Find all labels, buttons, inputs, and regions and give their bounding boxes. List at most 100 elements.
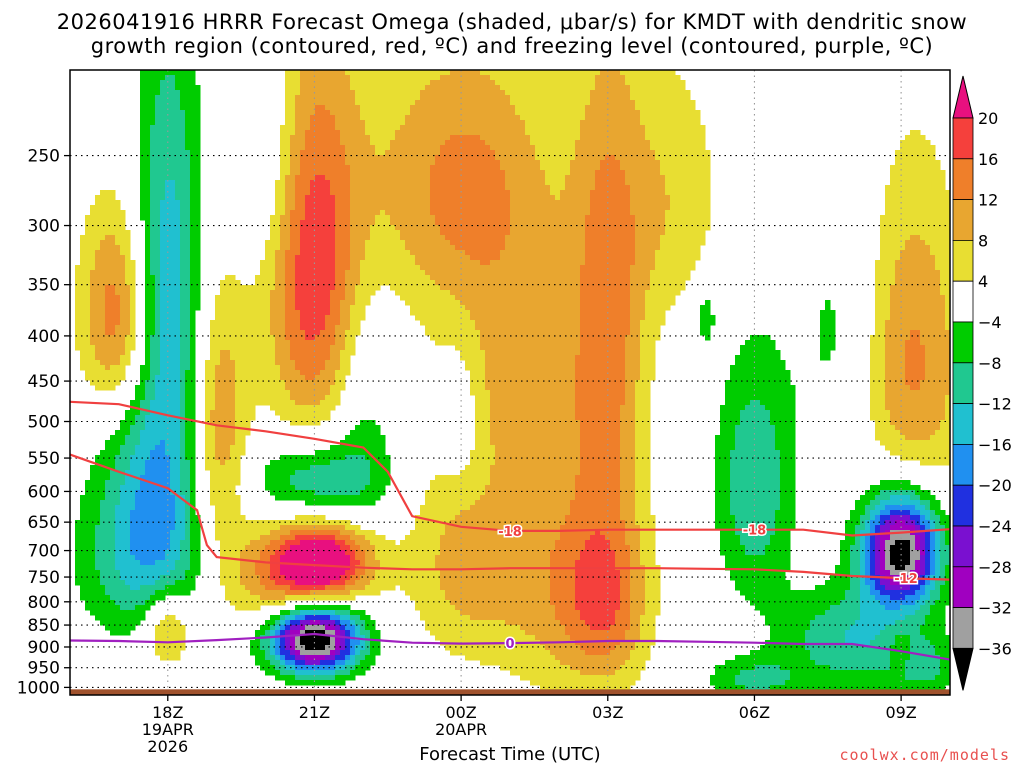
omega-cell (545, 265, 551, 271)
omega-cell (440, 275, 446, 281)
omega-cell (440, 245, 446, 251)
omega-cell (505, 135, 511, 141)
omega-cell (895, 180, 901, 186)
omega-cell (405, 80, 411, 86)
omega-cell (405, 105, 411, 111)
omega-cell (435, 155, 441, 161)
omega-cell (695, 165, 701, 171)
omega-cell (680, 220, 686, 226)
omega-cell (370, 135, 376, 141)
omega-cell (90, 275, 96, 281)
omega-cell (680, 105, 686, 111)
omega-cell (520, 145, 526, 151)
omega-cell (505, 220, 511, 226)
omega-cell (165, 115, 171, 121)
omega-cell (575, 155, 581, 161)
omega-cell (695, 140, 701, 146)
omega-cell (300, 235, 306, 241)
omega-cell (365, 285, 371, 291)
omega-cell (285, 190, 291, 196)
omega-cell (165, 210, 171, 216)
omega-cell (340, 90, 346, 96)
omega-cell (925, 215, 931, 221)
omega-cell (375, 85, 381, 91)
omega-cell (595, 125, 601, 131)
omega-cell (575, 105, 581, 111)
omega-cell (410, 195, 416, 201)
omega-cell (510, 265, 516, 271)
omega-cell (360, 200, 366, 206)
omega-cell (695, 200, 701, 206)
omega-cell (285, 155, 291, 161)
omega-cell (500, 180, 506, 186)
omega-cell (940, 200, 946, 206)
omega-cell (170, 165, 176, 171)
omega-cell (620, 270, 626, 276)
omega-cell (445, 275, 451, 281)
omega-cell (295, 235, 301, 241)
omega-cell (115, 230, 121, 236)
omega-cell (370, 260, 376, 266)
omega-cell (520, 175, 526, 181)
omega-cell (330, 150, 336, 156)
omega-cell (615, 140, 621, 146)
omega-cell (365, 180, 371, 186)
omega-cell (330, 170, 336, 176)
omega-cell (495, 70, 501, 76)
omega-cell (435, 120, 441, 126)
omega-cell (560, 100, 566, 106)
omega-cell (555, 100, 561, 106)
omega-cell (345, 175, 351, 181)
omega-cell (160, 170, 166, 176)
omega-cell (140, 100, 146, 106)
omega-cell (930, 250, 936, 256)
omega-cell (675, 140, 681, 146)
omega-cell (365, 175, 371, 181)
omega-cell (450, 205, 456, 211)
omega-cell (915, 240, 921, 246)
omega-cell (510, 135, 516, 141)
omega-cell (405, 205, 411, 211)
omega-cell (140, 125, 146, 131)
omega-cell (450, 190, 456, 196)
omega-cell (675, 230, 681, 236)
omega-cell (460, 285, 466, 291)
omega-cell (475, 70, 481, 76)
omega-cell (155, 120, 161, 126)
omega-cell (100, 220, 106, 226)
omega-cell (590, 135, 596, 141)
omega-cell (160, 245, 166, 251)
omega-cell (300, 190, 306, 196)
omega-cell (650, 105, 656, 111)
omega-cell (190, 70, 196, 76)
omega-cell (330, 260, 336, 266)
omega-cell (885, 240, 891, 246)
omega-cell (360, 290, 366, 296)
omega-cell (580, 155, 586, 161)
omega-cell (295, 180, 301, 186)
omega-cell (400, 160, 406, 166)
omega-cell (540, 215, 546, 221)
omega-cell (925, 225, 931, 231)
omega-cell (680, 255, 686, 261)
omega-cell (180, 240, 186, 246)
omega-cell (315, 175, 321, 181)
omega-cell (255, 275, 261, 281)
omega-cell (630, 245, 636, 251)
omega-cell (935, 205, 941, 211)
omega-cell (610, 80, 616, 86)
omega-cell (685, 240, 691, 246)
omega-cell (305, 195, 311, 201)
omega-cell (585, 195, 591, 201)
omega-cell (480, 260, 486, 266)
omega-cell (450, 180, 456, 186)
omega-cell (435, 200, 441, 206)
omega-cell (615, 250, 621, 256)
omega-cell (705, 160, 711, 166)
omega-cell (670, 105, 676, 111)
omega-cell (520, 200, 526, 206)
omega-cell (505, 265, 511, 271)
omega-cell (340, 170, 346, 176)
omega-cell (635, 160, 641, 166)
omega-cell (450, 160, 456, 166)
